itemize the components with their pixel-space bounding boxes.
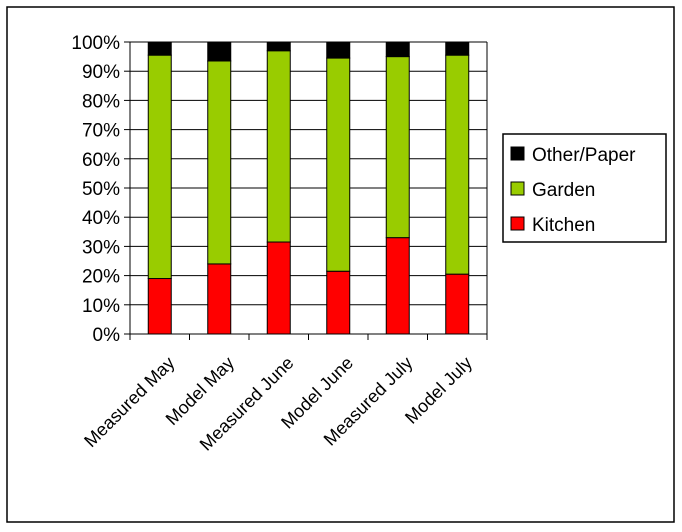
bar-garden-model-july <box>445 54 470 275</box>
legend-swatch-other-paper <box>510 146 525 161</box>
y-tick-label: 80% <box>82 91 120 112</box>
bar-other-paper-measured-may <box>147 41 172 56</box>
bar-garden-measured-june <box>266 50 291 243</box>
y-tick-label: 0% <box>93 325 121 346</box>
bar-garden-model-june <box>326 57 351 272</box>
legend-label-other-paper: Other/Paper <box>532 145 636 166</box>
bar-garden-measured-july <box>385 56 410 239</box>
legend-swatch-kitchen <box>510 216 525 231</box>
bar-other-paper-measured-june <box>266 41 291 52</box>
y-tick-label: 50% <box>82 179 120 200</box>
legend: Other/Paper Garden Kitchen <box>502 133 667 243</box>
legend-label-kitchen: Kitchen <box>532 215 595 236</box>
bar-kitchen-model-july <box>445 273 470 335</box>
y-tick-label: 60% <box>82 150 120 171</box>
bar-other-paper-measured-july <box>385 41 410 58</box>
bar-kitchen-model-june <box>326 270 351 335</box>
bar-garden-measured-may <box>147 54 172 280</box>
y-tick-label: 40% <box>82 208 120 229</box>
y-tick-label: 30% <box>82 237 120 258</box>
y-tick-label: 70% <box>82 121 120 142</box>
legend-box <box>502 133 667 243</box>
legend-swatch-garden <box>510 181 525 196</box>
y-tick-label: 100% <box>71 33 120 54</box>
y-tick-label: 90% <box>82 62 120 83</box>
bar-other-paper-model-june <box>326 41 351 59</box>
legend-label-garden: Garden <box>532 180 595 201</box>
bar-other-paper-model-july <box>445 41 470 56</box>
y-tick-label: 10% <box>82 296 120 317</box>
bar-other-paper-model-may <box>207 41 232 62</box>
bar-kitchen-model-may <box>207 263 232 335</box>
bar-kitchen-measured-may <box>147 278 172 335</box>
bar-kitchen-measured-june <box>266 241 291 335</box>
bar-garden-model-may <box>207 60 232 265</box>
y-tick-label: 20% <box>82 267 120 288</box>
bar-kitchen-measured-july <box>385 237 410 335</box>
